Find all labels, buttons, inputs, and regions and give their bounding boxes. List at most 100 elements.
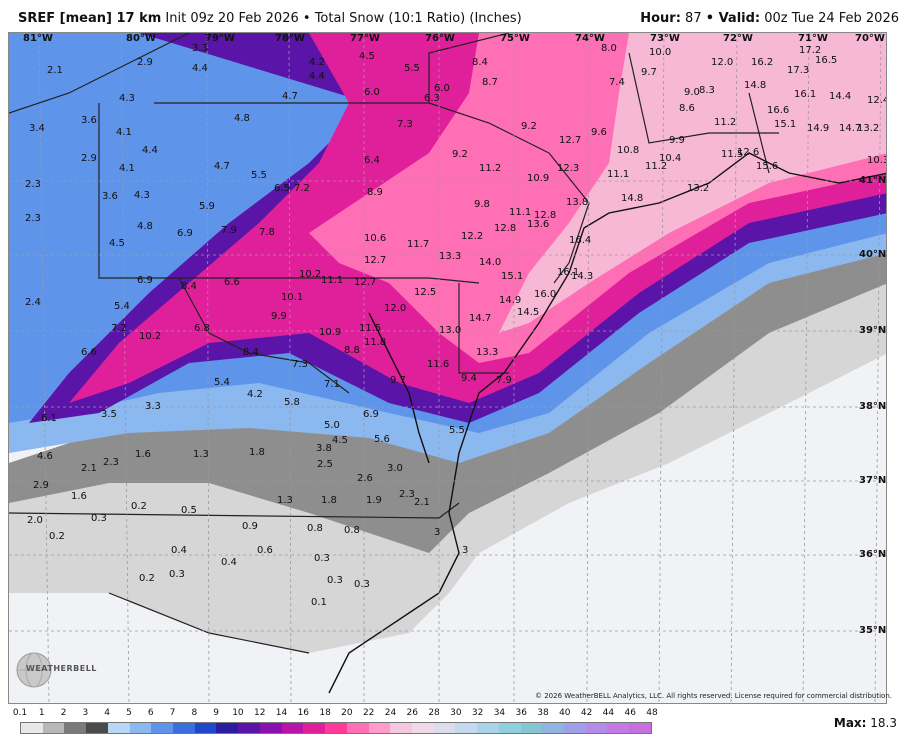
snowfall-value: 0.3	[327, 575, 343, 586]
colorbar-swatch	[259, 723, 282, 733]
snowfall-value: 14.5	[517, 307, 539, 318]
colorbar-tick: 14	[275, 708, 288, 718]
snowfall-value: 14.3	[571, 271, 593, 282]
snow-band-light-pink	[499, 33, 886, 333]
colorbar-tick: 38	[537, 708, 549, 718]
colorbar-swatch	[520, 723, 543, 733]
snowfall-value: 6.8	[194, 323, 210, 334]
state-borders	[9, 33, 779, 654]
snowfall-value: 14.9	[807, 123, 829, 134]
snowfall-value: 13.0	[439, 325, 461, 336]
snowfall-value: 6.4	[364, 155, 380, 166]
snowfall-value: 4.4	[142, 145, 158, 156]
snowfall-value: 11.2	[645, 161, 667, 172]
snowfall-value: 0.8	[307, 523, 323, 534]
snowfall-value: 9.2	[521, 121, 537, 132]
lat-label: 37°N	[859, 475, 887, 486]
max-value-display: Max: 18.3	[834, 716, 897, 730]
colorbar-tick: 24	[384, 708, 397, 718]
colorbar-tick: 12	[253, 708, 266, 718]
init-time: Init 09z 20 Feb 2026	[165, 11, 299, 26]
snow-band-gray-dark	[9, 229, 886, 553]
colorbar-swatch	[42, 723, 65, 733]
snowfall-value: 4.1	[116, 127, 132, 138]
snowfall-value: 0.1	[311, 597, 327, 608]
logo-globe-icon	[16, 652, 52, 688]
lon-label: 71°W	[798, 33, 828, 44]
lon-label: 70°W	[855, 33, 885, 44]
colorbar-tick: 36	[515, 708, 527, 718]
snowfall-value: 9.6	[591, 127, 607, 138]
colorbar-swatch	[303, 723, 326, 733]
snowfall-value: 3.0	[387, 463, 403, 474]
snowfall-value: 12.6	[737, 147, 759, 158]
colorbar-tick: 28	[428, 708, 440, 718]
snowfall-value: 10.9	[319, 327, 341, 338]
snowfall-value: 5.5	[449, 425, 465, 436]
colorbar-tick: 5	[126, 708, 132, 718]
snowfall-value: 12.8	[494, 223, 516, 234]
colorbar-tick: 44	[602, 708, 615, 718]
colorbar-tick: 3	[82, 708, 89, 718]
snowfall-value: 8.9	[367, 187, 383, 198]
snowfall-value: 11.7	[407, 239, 429, 250]
snowfall-value: 5.6	[374, 434, 390, 445]
snowfall-value: 4.8	[234, 113, 250, 124]
snowfall-value: 0.4	[171, 545, 187, 556]
snowfall-value: 9.8	[474, 199, 490, 210]
snowfall-value: 11.8	[364, 337, 386, 348]
snow-band-gray-light	[9, 233, 886, 653]
snowfall-value: 6.3	[424, 93, 440, 104]
snowfall-value: 6.0	[364, 87, 380, 98]
snowfall-value: 4.6	[37, 451, 53, 462]
colorbar-swatch	[455, 723, 478, 733]
snowfall-value: 6.6	[81, 347, 97, 358]
snowfall-value: 12.0	[384, 303, 406, 314]
snowfall-map: 2.1 2.9 3.3 4.4 4.2 4.4 4.5 5.5 8.4 8.7 8.0 10.0 12.…	[8, 32, 887, 704]
colorbar-swatch	[325, 723, 347, 733]
snowfall-value: 8.4	[243, 347, 259, 358]
lat-label: 41°N	[859, 175, 887, 186]
snowfall-value: 13.3	[476, 347, 498, 358]
snowfall-value: 1.6	[135, 449, 151, 460]
snowfall-value: 11.5	[721, 149, 743, 160]
valid-value: 00z Tue 24 Feb 2026	[764, 11, 899, 26]
snowfall-value: 9.0	[684, 87, 700, 98]
snowfall-value: 4.3	[134, 190, 150, 201]
snowfall-value: 4.7	[214, 161, 230, 172]
colorbar-tick: 16	[297, 708, 310, 718]
snowfall-value: 8.4	[472, 57, 488, 68]
snowfall-value: 6.9	[137, 275, 153, 286]
snowfall-value: 8.3	[699, 85, 715, 96]
snowfall-value: 3.6	[102, 191, 118, 202]
lon-label: 80°W	[126, 33, 156, 44]
max-value: 18.3	[870, 716, 897, 730]
snowfall-value: 16.2	[751, 57, 773, 68]
colorbar-swatch	[194, 723, 217, 733]
colorbar-swatch	[542, 723, 564, 733]
snowfall-value: 12.4	[867, 95, 887, 106]
snowfall-value: 10.9	[527, 173, 549, 184]
snowfall-value: 2.3	[25, 213, 41, 224]
snowfall-value: 13.2	[857, 123, 879, 134]
snowfall-value: 4.4	[192, 63, 208, 74]
logo-text: WEATHERBELL	[26, 664, 97, 673]
colorbar-swatch	[477, 723, 499, 733]
lat-label: 35°N	[859, 625, 887, 636]
snowfall-value: 4.4	[309, 71, 325, 82]
colorbar-tick: 32	[471, 708, 484, 718]
snowfall-value: 2.1	[81, 463, 97, 474]
valid-label: • Valid:	[705, 11, 761, 26]
snowfall-value: 14.8	[621, 193, 643, 204]
colorbar-tick: 0.1	[12, 708, 28, 718]
snowfall-value: 1.3	[193, 449, 209, 460]
snowfall-value: 12.3	[557, 163, 579, 174]
snowfall-value: 1.8	[321, 495, 337, 506]
colorbar-tick: 34	[493, 708, 506, 718]
lon-label: 77°W	[350, 33, 380, 44]
snowfall-value: 9.9	[271, 311, 287, 322]
copyright-notice: © 2026 WeatherBELL Analytics, LLC. All r…	[535, 692, 892, 700]
snowfall-value: 11.2	[714, 117, 736, 128]
colorbar-tick: 10	[232, 708, 244, 718]
snowfall-value: 4.5	[109, 238, 125, 249]
